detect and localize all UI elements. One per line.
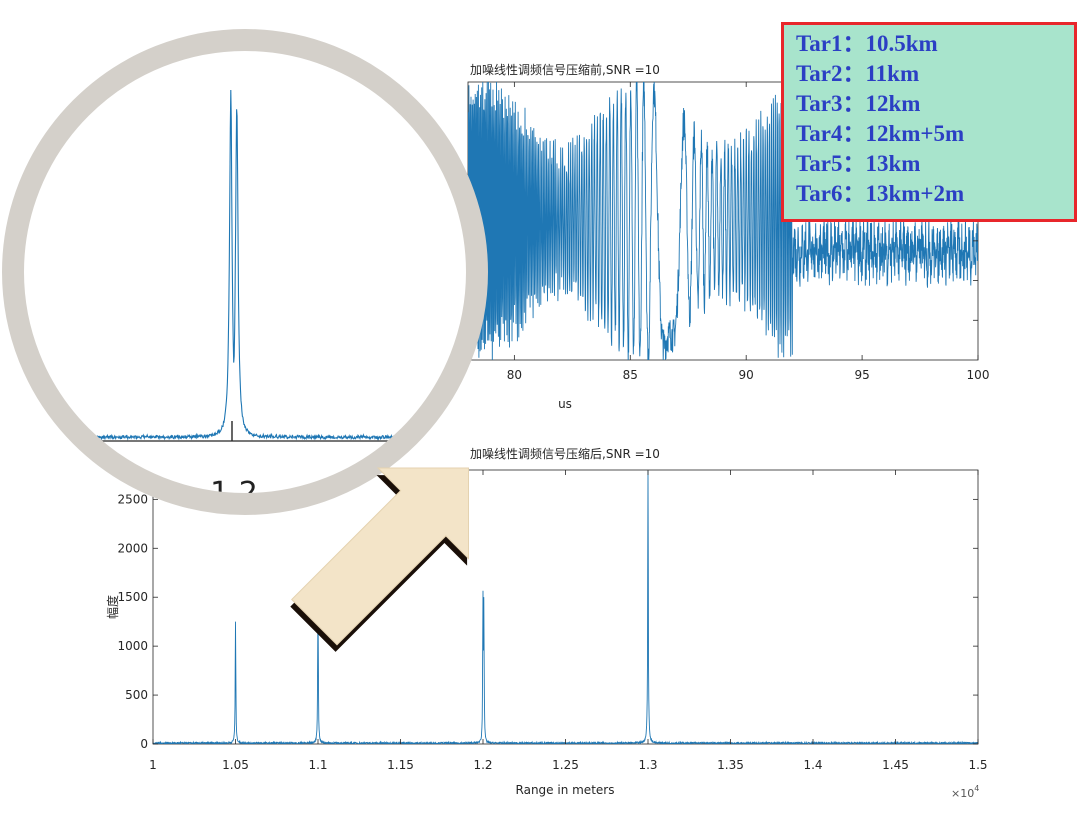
arrow-body (291, 467, 470, 646)
bottom-x-ticks: 1 1.05 1.1 1.15 1.2 1.25 1.3 1.35 1.4 1.45 1.5 (149, 470, 988, 772)
target-1-label: Tar1：10.5km (796, 31, 938, 56)
bottom-x-tick-label: 1 (149, 758, 157, 772)
top-x-tick-label: 85 (623, 368, 638, 382)
x-exponent-base: ×10 (951, 787, 974, 800)
target-4-label: Tar4：12km+5m (796, 121, 965, 146)
bottom-y-tick-label: 1000 (117, 639, 148, 653)
arrow-up-left-icon (290, 467, 470, 652)
bottom-y-tick-label: 0 (140, 737, 148, 751)
bottom-x-tick-label: 1.45 (882, 758, 909, 772)
target-3-label: Tar3：12km (796, 91, 921, 116)
bottom-y-tick-label: 2500 (117, 492, 148, 506)
target-6-label: Tar6：13km+2m (796, 181, 965, 206)
magnifier-lens: 1.2 (2, 29, 488, 515)
magnifier-background (13, 40, 477, 504)
top-x-tick-label: 100 (967, 368, 990, 382)
bottom-x-tick-label: 1.05 (222, 758, 249, 772)
bottom-y-tick-label: 500 (125, 688, 148, 702)
x-exponent-label: ×104 (951, 784, 979, 800)
bottom-plot-title: 加噪线性调频信号压缩后,SNR =10 (470, 446, 660, 461)
top-x-tick-label: 80 (507, 368, 522, 382)
bottom-x-tick-label: 1.4 (803, 758, 822, 772)
top-x-tick-label: 95 (854, 368, 869, 382)
bottom-y-tick-label: 2000 (117, 541, 148, 555)
bottom-x-tick-label: 1.2 (473, 758, 492, 772)
bottom-y-tick-label: 1500 (117, 590, 148, 604)
bottom-x-tick-label: 1.15 (387, 758, 414, 772)
bottom-x-tick-label: 1.5 (968, 758, 987, 772)
top-plot-title: 加噪线性调频信号压缩前,SNR =10 (470, 62, 660, 77)
magnified-peak-line (69, 89, 411, 441)
target-legend-box: Tar1：10.5km Tar2：11km Tar3：12km Tar4：12k… (781, 22, 1077, 222)
bottom-y-axis-label: 幅度 (105, 595, 120, 619)
bottom-axes-box (152, 469, 979, 745)
target-5-label: Tar5：13km (796, 151, 921, 176)
bottom-y-ticks: 0 500 1000 1500 2000 2500 (117, 492, 978, 751)
x-exponent-power: 4 (974, 784, 979, 793)
top-signal-line (468, 82, 978, 360)
target-2-label: Tar2：11km (796, 61, 920, 86)
bottom-x-tick-label: 1.3 (638, 758, 657, 772)
bottom-x-axis-label: Range in meters (516, 783, 615, 797)
top-x-ticks: 80 85 90 95 100 (507, 82, 990, 382)
bottom-x-tick-label: 1.35 (717, 758, 744, 772)
top-x-axis-label: us (558, 397, 572, 411)
bottom-subplot: 0 500 1000 1500 2000 2500 1 1.05 1.1 1.15 1.2 1.25… (105, 446, 988, 800)
bottom-x-tick-label: 1.1 (308, 758, 327, 772)
magnifier-ring (2, 29, 488, 515)
bottom-x-tick-label: 1.25 (552, 758, 579, 772)
top-x-tick-label: 90 (739, 368, 754, 382)
